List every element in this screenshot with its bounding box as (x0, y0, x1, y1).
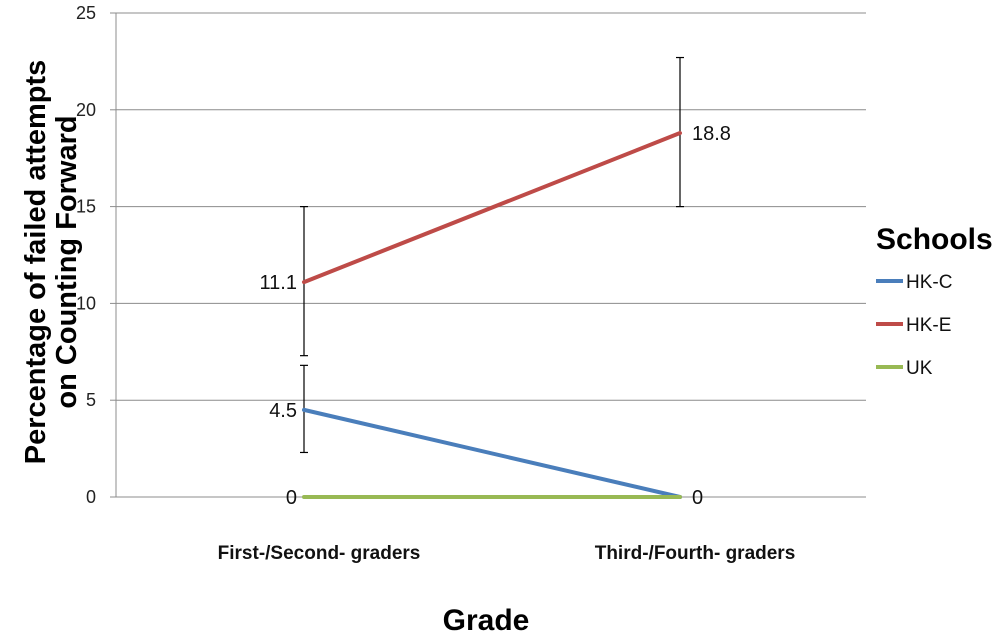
series-lines (302, 131, 682, 499)
y-axis-title: Percentage of failed attempts (20, 60, 52, 465)
y-tick-label: 5 (86, 390, 96, 410)
data-label: 18.8 (692, 123, 731, 145)
y-tick-label: 0 (86, 487, 96, 507)
x-axis-title: Grade (443, 604, 530, 637)
series-line-hk-e (302, 131, 682, 285)
data-labels: 4.5 0 11.1 18.8 0 (260, 123, 731, 509)
y-tick-label: 20 (76, 100, 96, 120)
series-line-hk-c (302, 407, 682, 499)
y-tick-label: 15 (76, 197, 96, 217)
data-label: 11.1 (260, 272, 297, 294)
y-tick-label: 25 (76, 3, 96, 23)
y-axis-title-line-1: Percentage of failed attempts (20, 60, 52, 465)
x-tick-label: First-/Second- graders (218, 543, 421, 564)
y-tick-labels: 0 5 10 15 20 25 (76, 3, 96, 507)
y-axis-title-2: on Counting Forward (51, 115, 83, 408)
data-label: 0 (692, 487, 703, 509)
x-tick-labels: First-/Second- graders Third-/Fourth- gra… (218, 543, 796, 564)
data-label: 4.5 (269, 400, 297, 422)
error-bars (300, 56, 684, 454)
data-label: 0 (286, 487, 297, 509)
legend: Schools HK-C HK-E UK (876, 223, 993, 379)
legend-label-uk: UK (906, 358, 933, 379)
legend-label-hk-c: HK-C (906, 272, 952, 293)
legend-title: Schools (876, 223, 993, 256)
y-tick-label: 10 (76, 293, 96, 313)
y-axis-title-line-2: on Counting Forward (51, 115, 83, 408)
legend-label-hk-e: HK-E (906, 315, 951, 336)
x-tick-label: Third-/Fourth- graders (595, 543, 796, 564)
gridlines (110, 12, 866, 498)
